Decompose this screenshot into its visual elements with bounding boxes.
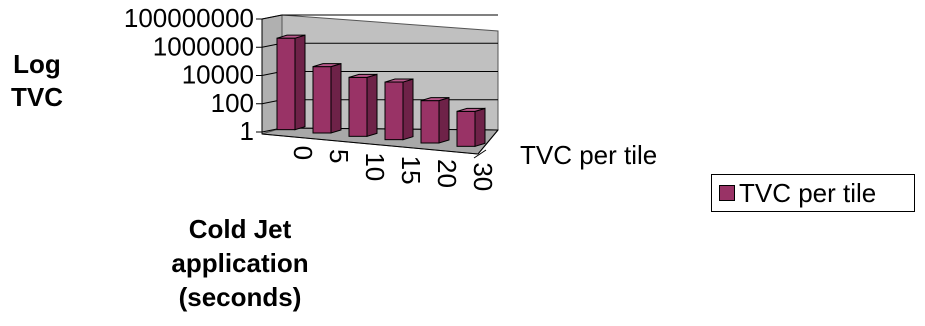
bar-front (348, 76, 368, 137)
bar-front (456, 110, 476, 147)
y-tick-label: 10000 (182, 60, 254, 90)
x-tick-label: 30 (468, 162, 498, 191)
x-axis-title-line: Cold Jet (188, 214, 292, 244)
bar-side (402, 78, 414, 141)
bar-top (456, 107, 486, 112)
bar-front (276, 37, 296, 131)
x-tick-label: 15 (396, 156, 426, 185)
depth-tick-mark (473, 149, 487, 159)
depth-axis-line (477, 129, 499, 155)
y-axis-title-line: Log (13, 49, 61, 79)
x-tick-label: 0 (288, 146, 318, 160)
bar (456, 107, 486, 148)
legend-swatch (719, 185, 735, 201)
bar-top (348, 73, 378, 78)
gridline-side (261, 14, 283, 20)
x-axis-title-line: application (171, 248, 309, 278)
bar-top (420, 97, 450, 102)
bar-side (474, 107, 486, 148)
bar-top (276, 34, 306, 39)
bar-side (366, 73, 378, 138)
bar-front (420, 100, 440, 144)
bar-front (312, 66, 332, 134)
x-tick-label: 10 (360, 152, 390, 181)
bar (420, 96, 450, 144)
bar (312, 62, 342, 134)
y-tick-label: 1 (240, 116, 254, 146)
legend: TVC per tile (711, 174, 915, 212)
x-axis-title: Cold Jet application (seconds) (140, 212, 340, 314)
x-axis-line (261, 133, 479, 155)
bar (348, 73, 378, 138)
x-axis-title-line: (seconds) (178, 282, 302, 312)
y-axis-title-line: TVC (11, 82, 63, 112)
bar (384, 78, 414, 141)
y-tick-label: 1000000 (153, 31, 254, 61)
x-tick-label: 5 (324, 149, 354, 163)
bar-top (384, 78, 414, 83)
bar-side (294, 34, 306, 131)
y-tick-label: 100 (211, 88, 254, 118)
x-tick-label: 20 (432, 159, 462, 188)
bar-side (438, 96, 450, 144)
bar-side (330, 62, 342, 134)
depth-axis-label: TVC per tile (520, 140, 657, 170)
legend-label: TVC per tile (739, 178, 877, 208)
y-axis-title: Log TVC (0, 48, 74, 114)
bar-front (384, 81, 404, 141)
bar-top (312, 63, 342, 68)
y-tick-label: 100000000 (124, 3, 254, 33)
bar (276, 34, 306, 131)
